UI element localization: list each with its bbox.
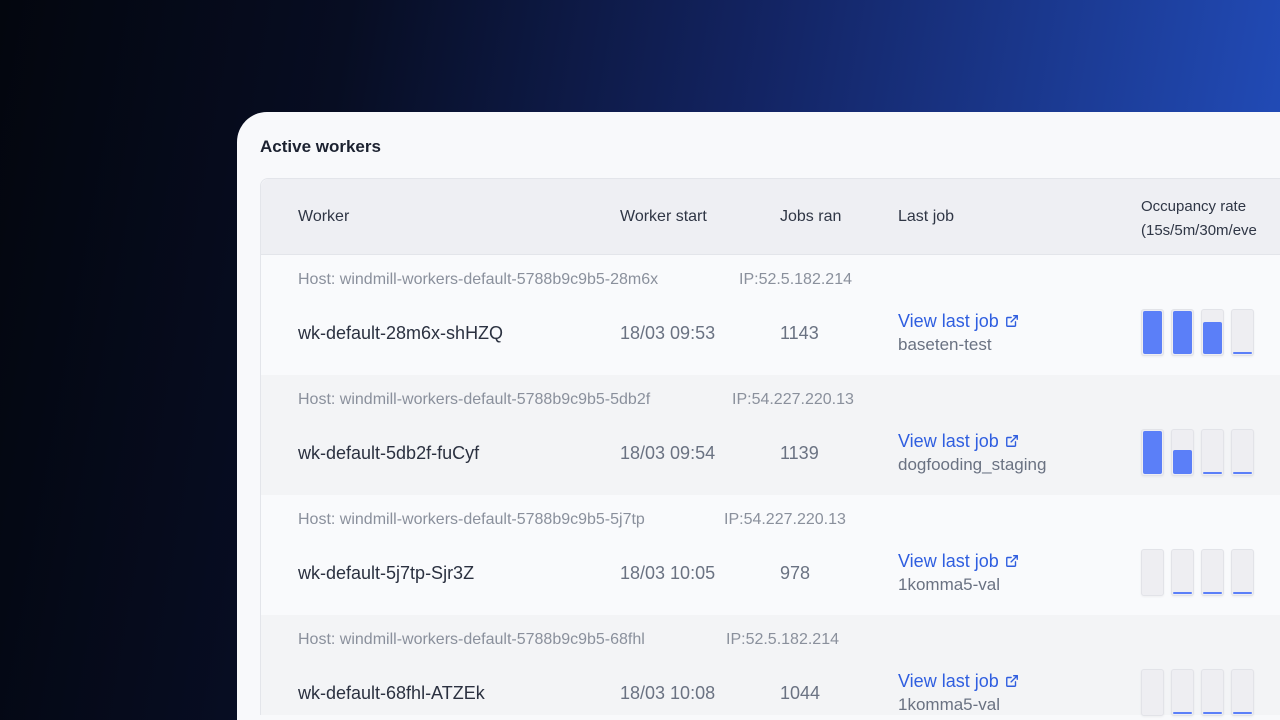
occupancy-bars bbox=[1141, 309, 1254, 356]
col-occupancy: Occupancy rate (15s/5m/30m/eve bbox=[1141, 195, 1280, 243]
occupancy-fill bbox=[1173, 712, 1192, 714]
jobs-ran: 978 bbox=[780, 563, 811, 583]
occupancy-fill bbox=[1233, 591, 1252, 594]
occupancy-bar bbox=[1231, 549, 1254, 596]
occupancy-fill bbox=[1203, 472, 1222, 474]
occupancy-bar bbox=[1141, 309, 1164, 356]
col-worker-start: Worker start bbox=[620, 208, 707, 225]
worker-start: 18/03 09:53 bbox=[620, 323, 716, 343]
table-row: Host: windmill-workers-default-5788b9c9b… bbox=[261, 615, 1280, 716]
jobs-ran: 1139 bbox=[780, 443, 819, 463]
table-row: Host: windmill-workers-default-5788b9c9b… bbox=[261, 495, 1280, 615]
occupancy-sublabel: (15s/5m/30m/eve bbox=[1141, 222, 1257, 239]
ip-address: IP:52.5.182.214 bbox=[739, 271, 852, 288]
occupancy-bar bbox=[1201, 309, 1224, 356]
occupancy-bar bbox=[1171, 549, 1194, 596]
table-row: Host: windmill-workers-default-5788b9c9b… bbox=[261, 375, 1280, 495]
occupancy-bar bbox=[1201, 669, 1224, 716]
view-last-job-label: View last job bbox=[898, 671, 999, 691]
last-job-name: 1komma5-val bbox=[898, 575, 1001, 594]
section-title: Active workers bbox=[260, 137, 381, 156]
workers-table: Worker Worker start Jobs ran Last job Oc… bbox=[260, 178, 1280, 716]
occupancy-fill bbox=[1173, 311, 1192, 354]
occupancy-bar bbox=[1231, 669, 1254, 716]
occupancy-fill bbox=[1173, 450, 1192, 474]
occupancy-bars bbox=[1141, 669, 1254, 716]
worker-name: wk-default-5db2f-fuCyf bbox=[298, 443, 480, 463]
view-last-job-label: View last job bbox=[898, 311, 999, 331]
col-worker: Worker bbox=[298, 208, 350, 225]
last-job-name: dogfooding_staging bbox=[898, 455, 1047, 474]
col-last-job: Last job bbox=[898, 208, 955, 225]
external-link-icon bbox=[1005, 675, 1018, 687]
table-row: Host: windmill-workers-default-5788b9c9b… bbox=[261, 255, 1280, 375]
col-jobs-ran: Jobs ran bbox=[780, 208, 842, 225]
external-link-icon bbox=[1005, 315, 1018, 327]
occupancy-bar bbox=[1201, 429, 1224, 476]
worker-name: wk-default-28m6x-shHZQ bbox=[298, 323, 504, 343]
ip-address: IP:54.227.220.13 bbox=[724, 511, 846, 528]
view-last-job-link[interactable]: View last job bbox=[898, 671, 1019, 692]
occupancy-fill bbox=[1233, 711, 1252, 714]
last-job-name: baseten-test bbox=[898, 335, 992, 354]
worker-name: wk-default-5j7tp-Sjr3Z bbox=[298, 563, 475, 583]
occupancy-label: Occupancy rate bbox=[1141, 198, 1247, 215]
jobs-ran: 1143 bbox=[780, 323, 819, 343]
active-workers-card: Active workers Worker Worker start Jobs … bbox=[237, 112, 1280, 720]
view-last-job-label: View last job bbox=[898, 551, 999, 571]
external-link-icon bbox=[1005, 435, 1018, 447]
jobs-ran: 1044 bbox=[780, 683, 821, 703]
view-last-job-link[interactable]: View last job bbox=[898, 431, 1019, 452]
occupancy-bars bbox=[1141, 429, 1254, 476]
worker-start: 18/03 10:05 bbox=[620, 563, 716, 583]
occupancy-fill bbox=[1143, 431, 1162, 474]
occupancy-bar bbox=[1141, 549, 1164, 596]
occupancy-bar bbox=[1171, 669, 1194, 716]
occupancy-bar bbox=[1141, 669, 1164, 716]
occupancy-bar bbox=[1201, 549, 1224, 596]
worker-name: wk-default-68fhl-ATZEk bbox=[298, 683, 485, 703]
occupancy-fill bbox=[1143, 311, 1162, 354]
occupancy-fill bbox=[1203, 592, 1222, 594]
table-header: Worker Worker start Jobs ran Last job Oc… bbox=[261, 179, 1280, 255]
occupancy-fill bbox=[1173, 592, 1192, 594]
ip-address: IP:52.5.182.214 bbox=[726, 631, 839, 648]
host-name: Host: windmill-workers-default-5788b9c9b… bbox=[298, 631, 645, 648]
occupancy-fill bbox=[1203, 712, 1222, 714]
occupancy-fill bbox=[1233, 351, 1252, 354]
host-name: Host: windmill-workers-default-5788b9c9b… bbox=[298, 271, 659, 288]
host-name: Host: windmill-workers-default-5788b9c9b… bbox=[298, 511, 645, 528]
view-last-job-label: View last job bbox=[898, 431, 999, 451]
ip-address: IP:54.227.220.13 bbox=[732, 391, 854, 408]
last-job-name: 1komma5-val bbox=[898, 695, 1001, 714]
occupancy-bar bbox=[1141, 429, 1164, 476]
occupancy-bar bbox=[1171, 309, 1194, 356]
host-name: Host: windmill-workers-default-5788b9c9b… bbox=[298, 391, 651, 408]
occupancy-fill bbox=[1233, 472, 1252, 474]
occupancy-bar bbox=[1171, 429, 1194, 476]
occupancy-bars bbox=[1141, 549, 1254, 596]
view-last-job-link[interactable]: View last job bbox=[898, 311, 1019, 332]
external-link-icon bbox=[1005, 555, 1018, 567]
occupancy-bar bbox=[1231, 309, 1254, 356]
worker-start: 18/03 10:08 bbox=[620, 683, 716, 703]
worker-start: 18/03 09:54 bbox=[620, 443, 716, 463]
occupancy-bar bbox=[1231, 429, 1254, 476]
occupancy-fill bbox=[1203, 321, 1222, 354]
view-last-job-link[interactable]: View last job bbox=[898, 551, 1019, 572]
